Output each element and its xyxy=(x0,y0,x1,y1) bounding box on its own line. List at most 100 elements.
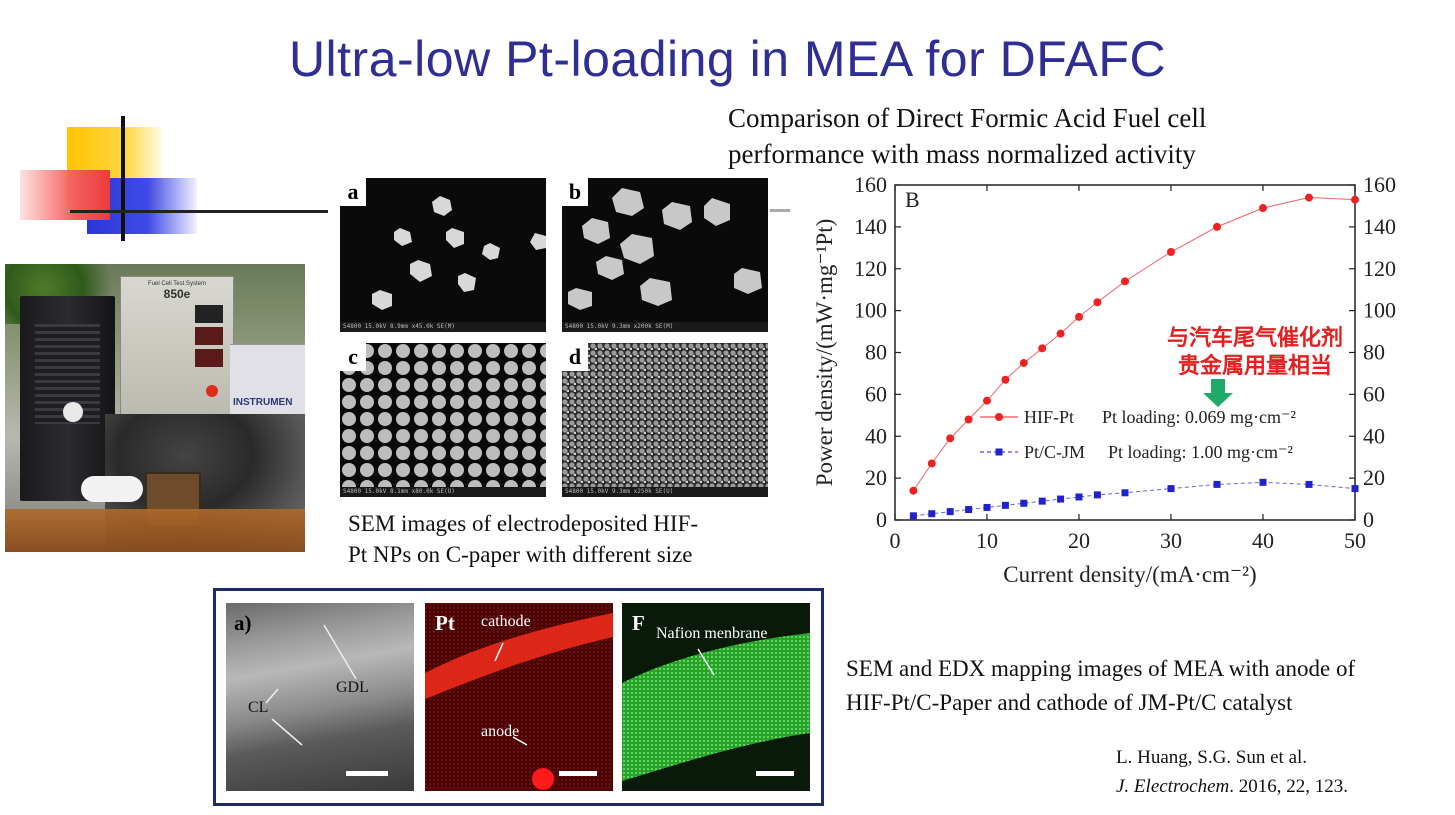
scale-bar xyxy=(559,771,597,776)
data-point-1 xyxy=(983,503,991,511)
data-point-1 xyxy=(1057,495,1065,503)
plot-frame xyxy=(894,184,1356,521)
sem-b-footer: S4800 15.0kV 9.3mm x200k SE(M) xyxy=(562,322,768,332)
deco-horizontal-line xyxy=(70,210,328,213)
data-point-1 xyxy=(1093,491,1101,499)
chart-caption-line1: Comparison of Direct Formic Acid Fuel ce… xyxy=(728,103,1207,133)
legend-name-0: HIF-Pt xyxy=(1024,407,1074,427)
edx-panel-sem: a) GDL CL xyxy=(226,603,414,791)
sem-a-footer: S4800 15.0kV 8.9mm x45.0k SE(M) xyxy=(340,322,546,332)
reference-details: . 2016, 22, 123. xyxy=(1229,776,1348,797)
series-line-1 xyxy=(913,481,1356,517)
sem-d-footer: S4800 15.0kV 9.3mm x250k SE(U) xyxy=(562,487,768,497)
edx-caption: SEM and EDX mapping images of MEA with a… xyxy=(846,652,1355,720)
sem-a-label: a xyxy=(340,178,366,206)
sem-a-particles xyxy=(372,196,546,310)
data-point-0 xyxy=(1121,277,1129,286)
sem-image-d: d S4800 15.0kV 9.3mm x250k SE(U) xyxy=(562,343,768,497)
legend-detail-1: Pt loading: 1.00 mg·cm⁻² xyxy=(1108,442,1293,462)
device-title: Fuel Cell Test System xyxy=(148,281,206,287)
y-tick-label: 140 xyxy=(854,214,887,239)
edx-panel-f: F Nafion menbrane xyxy=(622,603,810,791)
y-axis-label: Power density/(mW·mg⁻¹Pt) xyxy=(812,219,837,487)
y-tick-label: 100 xyxy=(854,298,887,323)
data-point-0 xyxy=(1213,222,1221,231)
slide-title: Ultra-low Pt-loading in MEA for DFAFC xyxy=(288,31,1167,87)
sem-image-c: c S4800 15.0kV 8.1mm x80.0k SE(U) xyxy=(340,343,546,497)
sem-b-particles xyxy=(568,188,762,310)
edx-figure-frame: a) GDL CL Pt cathode anode F xyxy=(213,588,824,806)
data-point-1 xyxy=(1305,480,1313,488)
edx-panel1-label: a) xyxy=(234,611,252,635)
edx-panel3-label: F xyxy=(632,611,645,635)
nafion-label: Nafion menbrane xyxy=(656,625,768,642)
legend-detail-0: Pt loading: 0.069 mg·cm⁻² xyxy=(1102,407,1296,427)
reference-citation: J. Electrochem. 2016, 22, 123. xyxy=(1116,772,1348,801)
chart-caption: Comparison of Direct Formic Acid Fuel ce… xyxy=(728,100,1206,172)
data-point-1 xyxy=(928,510,936,518)
data-point-0 xyxy=(909,486,918,495)
sem-image-b: b S4800 15.0kV 9.3mm x200k SE(M) xyxy=(562,178,768,332)
edx-caption-line2: HIF-Pt/C-Paper and cathode of JM-Pt/C ca… xyxy=(846,690,1293,715)
y-tick-label-right: 60 xyxy=(1363,381,1385,406)
legend-name-1: Pt/C-JM xyxy=(1024,442,1085,462)
data-point-0 xyxy=(1351,195,1359,204)
edx-panel1-arrows xyxy=(265,624,388,776)
reference-authors: L. Huang, S.G. Sun et al. xyxy=(1116,747,1308,768)
instrument-panel: INSTRUMEN xyxy=(230,344,305,415)
gdl-label: GDL xyxy=(336,679,369,696)
scale-bar xyxy=(346,771,388,776)
y-tick-label-right: 80 xyxy=(1363,340,1385,365)
device-label: 850e xyxy=(163,287,191,301)
y-tick-label-right: 160 xyxy=(1363,175,1396,197)
edx-pt-map xyxy=(425,603,613,791)
x-tick-label: 30 xyxy=(1160,528,1182,553)
x-tick-label: 40 xyxy=(1252,528,1274,553)
data-point-0 xyxy=(946,434,955,443)
panel-label: B xyxy=(905,187,920,212)
chart-caption-line2: performance with mass normalized activit… xyxy=(728,139,1196,169)
sem-caption: SEM images of electrodeposited HIF- Pt N… xyxy=(348,508,698,570)
annotation-line2: 贵金属用量相当 xyxy=(1178,353,1332,379)
data-point-0 xyxy=(1056,329,1065,338)
data-point-0 xyxy=(1038,344,1047,353)
x-axis-label: Current density/(mA·cm⁻²) xyxy=(1003,562,1256,587)
data-point-1 xyxy=(946,508,954,516)
annotation-arrow xyxy=(1203,379,1233,407)
y-tick-label: 20 xyxy=(865,465,887,490)
data-point-1 xyxy=(1213,480,1221,488)
sem-b-label: b xyxy=(562,178,588,206)
y-tick-label: 120 xyxy=(854,256,887,281)
data-point-0 xyxy=(1019,358,1028,367)
data-point-1 xyxy=(1121,489,1129,497)
scale-bar xyxy=(756,771,794,776)
data-point-1 xyxy=(1259,478,1267,486)
y-tick-label-right: 140 xyxy=(1363,214,1396,239)
data-point-1 xyxy=(1351,485,1359,493)
sem-caption-line1: SEM images of electrodeposited HIF- xyxy=(348,511,699,536)
edx-panel2-label: Pt xyxy=(435,611,455,635)
y-tick-label-right: 20 xyxy=(1363,465,1385,490)
x-tick-label: 0 xyxy=(890,528,901,553)
annotation-line1: 与汽车尾气催化剂 xyxy=(1167,325,1343,351)
reference: L. Huang, S.G. Sun et al. J. Electrochem… xyxy=(1116,743,1348,801)
sem-caption-line2: Pt NPs on C-paper with different size xyxy=(348,542,693,567)
cabinet-display xyxy=(195,327,223,345)
y-tick-label-right: 40 xyxy=(1363,423,1385,448)
y-tick-label-right: 0 xyxy=(1363,507,1374,532)
data-point-0 xyxy=(1093,298,1102,307)
edx-panel-pt: Pt cathode anode xyxy=(425,603,613,791)
x-tick-label: 20 xyxy=(1068,528,1090,553)
data-point-1 xyxy=(1020,499,1028,507)
edx-caption-line1: SEM and EDX mapping images of MEA with a… xyxy=(846,656,1356,681)
y-tick-label: 40 xyxy=(865,423,887,448)
data-point-1 xyxy=(1001,501,1009,509)
legend-marker-1 xyxy=(995,448,1003,456)
data-point-1 xyxy=(965,506,973,514)
y-tick-label: 0 xyxy=(876,507,887,532)
sem-d-particles xyxy=(562,343,768,497)
emergency-button xyxy=(206,385,218,397)
y-tick-label-right: 100 xyxy=(1363,298,1396,323)
data-point-1 xyxy=(1167,485,1175,493)
